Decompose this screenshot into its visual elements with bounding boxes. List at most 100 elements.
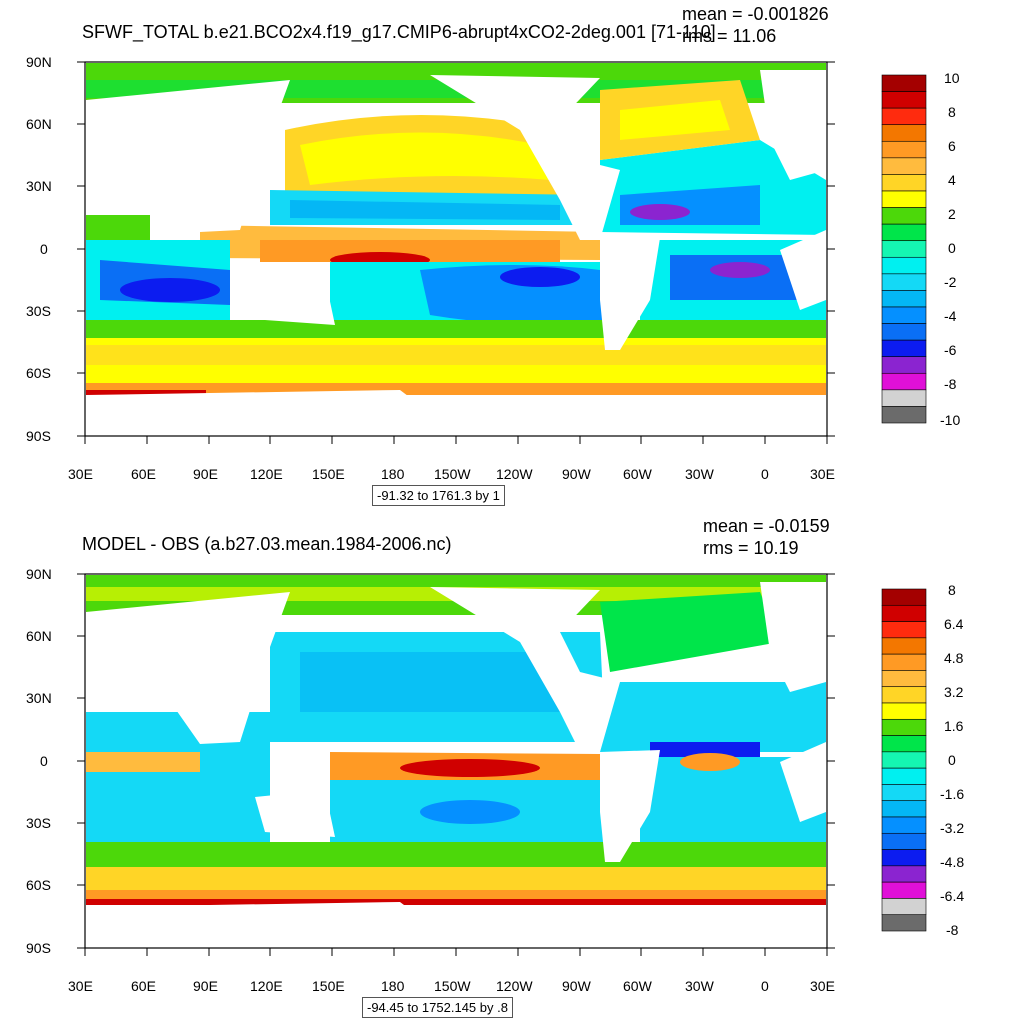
lon-label: 180 (381, 978, 405, 994)
lon-label: 120W (496, 466, 533, 482)
colorbar-label: -3.2 (940, 820, 965, 836)
colorbar-swatch (881, 174, 927, 192)
panel-title: MODEL - OBS (a.b27.03.mean.1984-2006.nc) (82, 534, 452, 554)
lat-label: 90S (26, 940, 51, 956)
lon-label: 150E (312, 978, 345, 994)
colorbar-swatch (881, 223, 927, 242)
contour-range-box: -91.32 to 1761.3 by 1 (372, 485, 505, 506)
lon-label: 90W (562, 466, 591, 482)
colorbar-swatch (881, 767, 927, 785)
lon-label: 30E (810, 466, 835, 482)
lon-label: 120W (496, 978, 533, 994)
colorbar-label: -2 (944, 274, 957, 290)
colorbar-swatch (881, 290, 927, 308)
map-plot (77, 573, 835, 956)
contour-range-box: -94.45 to 1752.145 by .8 (362, 997, 513, 1018)
colorbar-swatch (881, 832, 927, 850)
colorbar-label: 6 (948, 138, 956, 154)
colorbar-label: -6.4 (940, 888, 965, 904)
colorbar-swatch (881, 588, 927, 606)
colorbar-swatch (881, 816, 927, 834)
colorbar-label: 2 (948, 206, 956, 222)
lon-label: 120E (250, 978, 283, 994)
colorbar-swatch (881, 91, 927, 109)
lon-label: 60E (131, 978, 156, 994)
lat-label: 30N (26, 178, 52, 194)
colorbar-swatch (881, 356, 927, 374)
lon-ticks (84, 436, 828, 444)
colorbar-label: 6.4 (944, 616, 964, 632)
colorbar-label: -4.8 (940, 854, 965, 870)
lat-label: 0 (40, 753, 48, 769)
lon-label: 90E (193, 466, 218, 482)
lon-label: 90E (193, 978, 218, 994)
colorbar-swatch (881, 372, 927, 391)
colorbar-swatch (881, 604, 927, 622)
colorbar-swatch (881, 881, 927, 899)
colorbar-swatch (881, 140, 927, 159)
rms-stat: rms = 11.06 (682, 26, 777, 46)
panel-bottom: MODEL - OBS (a.b27.03.mean.1984-2006.nc)… (0, 512, 1024, 1024)
colorbar-label: 0 (948, 752, 956, 768)
colorbar-swatch (881, 273, 927, 291)
lon-label: 30E (68, 466, 93, 482)
colorbar-swatch (881, 670, 927, 688)
colorbar (881, 74, 927, 424)
colorbar-swatch (881, 735, 927, 753)
lat-label: 60N (26, 628, 52, 644)
colorbar-swatch (881, 157, 927, 175)
colorbar-label: 4 (948, 172, 956, 188)
lon-label: 150E (312, 466, 345, 482)
colorbar-label: 10 (944, 70, 960, 86)
lon-label: 30E (810, 978, 835, 994)
lat-label: 60N (26, 116, 52, 132)
colorbar-swatch (881, 686, 927, 704)
colorbar-swatch (881, 914, 927, 932)
colorbar-label: -8 (944, 376, 957, 392)
colorbar-swatch (881, 653, 927, 671)
colorbar-swatch (881, 240, 927, 258)
lon-label: 120E (250, 466, 283, 482)
colorbar-swatch (881, 124, 927, 142)
lon-label: 0 (761, 978, 769, 994)
lat-label: 30N (26, 690, 52, 706)
lon-label: 30E (68, 978, 93, 994)
colorbar-label: 3.2 (944, 684, 964, 700)
colorbar-swatch (881, 751, 927, 769)
colorbar-swatch (881, 306, 927, 324)
colorbar-label: -4 (944, 308, 957, 324)
lat-ticks (77, 573, 835, 949)
colorbar-swatch (881, 406, 927, 424)
lon-label: 30W (685, 466, 714, 482)
lon-label: 60E (131, 466, 156, 482)
lon-label: 150W (434, 978, 471, 994)
mean-stat: mean = -0.001826 (682, 4, 829, 24)
colorbar-label: -10 (940, 412, 961, 428)
lat-label: 90S (26, 428, 51, 444)
land-mask (86, 70, 826, 436)
colorbar-swatch (881, 637, 927, 655)
colorbar-swatch (881, 74, 927, 92)
lon-label: 60W (623, 978, 652, 994)
lat-label: 30S (26, 303, 51, 319)
colorbar-swatch (881, 621, 927, 639)
mean-stat: mean = -0.0159 (703, 516, 830, 536)
colorbar-label: 8 (948, 582, 956, 598)
land-mask (86, 582, 826, 948)
lon-label: 180 (381, 466, 405, 482)
colorbar-label: 0 (948, 240, 956, 256)
colorbar-label: 4.8 (944, 650, 964, 666)
lat-label: 90N (26, 54, 52, 70)
lat-ticks (77, 61, 835, 437)
colorbar-swatch (881, 323, 927, 341)
colorbar-swatch (881, 256, 927, 275)
map-field (86, 575, 826, 905)
lat-label: 30S (26, 815, 51, 831)
colorbar-label: -6 (944, 342, 957, 358)
colorbar-swatch (881, 190, 927, 208)
colorbar-swatch (881, 800, 927, 818)
colorbar-label: -1.6 (940, 786, 965, 802)
colorbar-swatch (881, 784, 927, 802)
colorbar-label: -8 (946, 922, 959, 938)
lon-label: 0 (761, 466, 769, 482)
